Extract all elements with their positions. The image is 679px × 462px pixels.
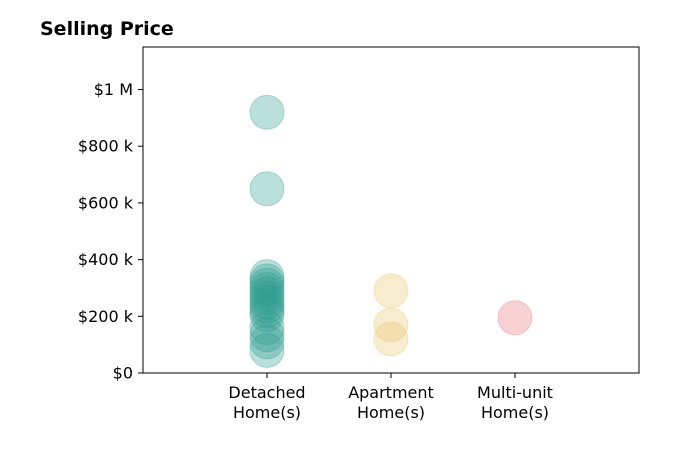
data-point-detached-home-s-4 (249, 267, 285, 303)
y-tick-label-5: $1 M (94, 80, 133, 99)
x-tick-label-detached-home-s: Detached Home(s) (228, 383, 305, 422)
data-point-detached-home-s-12 (249, 310, 285, 346)
data-point-detached-home-s-14 (249, 324, 285, 360)
data-point-detached-home-s-13 (249, 317, 285, 353)
data-point-apartment-home-s-1 (373, 307, 409, 343)
data-point-apartment-home-s-0 (373, 273, 409, 309)
data-point-detached-home-s-3 (249, 263, 285, 299)
data-point-detached-home-s-10 (249, 293, 285, 329)
y-tick-label-3: $600 k (78, 193, 134, 212)
x-tick-label-multi-unit-home-s: Multi-unit Home(s) (477, 383, 553, 422)
data-point-detached-home-s-6 (249, 276, 285, 312)
data-point-detached-home-s-5 (249, 271, 285, 307)
data-point-detached-home-s-7 (249, 280, 285, 316)
y-tick-label-0: $0 (113, 364, 133, 383)
data-point-detached-home-s-0 (249, 94, 285, 130)
data-point-detached-home-s-8 (249, 284, 285, 320)
data-point-detached-home-s-11 (249, 297, 285, 333)
data-point-multi-unit-home-s-0 (497, 300, 533, 336)
y-axis: $0 $200 k $400 k $600 k $800 k $1 M (78, 80, 143, 383)
data-point-detached-home-s-1 (249, 171, 285, 207)
x-axis: Detached Home(s) Apartment Home(s) Multi-uni… (228, 373, 553, 422)
y-tick-label-4: $800 k (78, 137, 134, 156)
data-point-detached-home-s-9 (249, 288, 285, 324)
data-points (249, 94, 533, 368)
x-tick-label-apartment-home-s: Apartment Home(s) (348, 383, 434, 422)
data-point-detached-home-s-2 (249, 259, 285, 295)
chart-title: Selling Price (40, 18, 174, 40)
y-tick-label-2: $400 k (78, 250, 134, 269)
y-tick-label-1: $200 k (78, 307, 134, 326)
data-point-detached-home-s-15 (249, 332, 285, 368)
data-point-apartment-home-s-2 (373, 321, 409, 357)
